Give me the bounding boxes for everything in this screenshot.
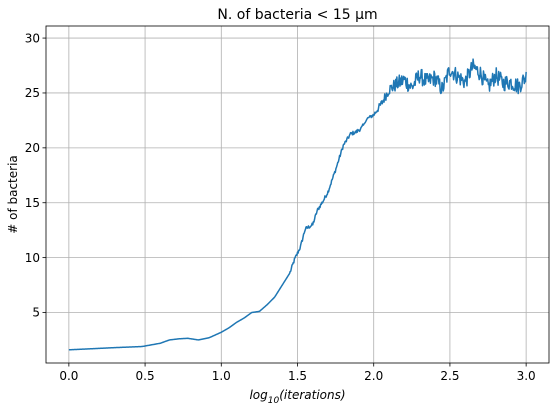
x-tick-label: 0.5 (136, 369, 155, 383)
grid (46, 26, 549, 363)
y-axis-label: # of bacteria (6, 155, 20, 234)
x-axis-label: log10(iterations) (249, 388, 345, 406)
x-tick-label: 0.0 (59, 369, 78, 383)
x-tick-label: 1.0 (212, 369, 231, 383)
y-tick-label: 20 (25, 141, 40, 155)
series-layer (68, 58, 527, 351)
series-line (68, 58, 527, 351)
ticks: 0.0 0.5 1.0 1.5 2.0 2.5 3.0 5 10 15 20 25 30 (25, 31, 536, 383)
x-tick-label: 2.5 (440, 369, 459, 383)
y-tick-label: 10 (25, 251, 40, 265)
y-tick-label: 5 (32, 306, 40, 320)
y-tick-label: 15 (25, 196, 40, 210)
x-tick-label: 2.0 (364, 369, 383, 383)
y-tick-label: 30 (25, 31, 40, 45)
chart-title: N. of bacteria < 15 μm (217, 7, 377, 23)
x-tick-label: 3.0 (517, 369, 536, 383)
x-tick-label: 1.5 (288, 369, 307, 383)
y-tick-label: 25 (25, 86, 40, 100)
